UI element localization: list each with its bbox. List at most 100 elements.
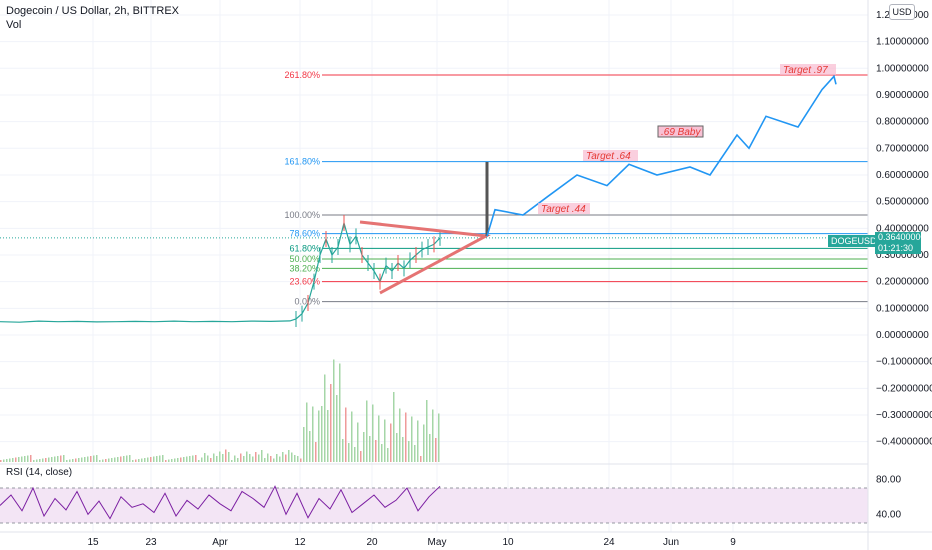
price-tick-label: 0.90000000: [876, 90, 929, 101]
volume-bar: [366, 400, 368, 462]
volume-bar: [120, 456, 122, 462]
volume-bar: [270, 456, 272, 462]
chart-grid: [0, 0, 868, 532]
price-tick-label: 0.80000000: [876, 117, 929, 128]
price-tick-label: 0.00000000: [876, 330, 929, 341]
volume-bar: [297, 456, 299, 462]
price-tick-label: 0.20000000: [876, 277, 929, 288]
currency-button[interactable]: USD: [889, 4, 915, 20]
volume-bar: [123, 456, 125, 462]
volume-bar: [408, 441, 410, 462]
volume-bar: [333, 359, 335, 462]
volume-bar: [291, 452, 293, 462]
volume-bar: [201, 457, 203, 462]
volume-bar: [219, 451, 221, 462]
symbol-badge: DOGEUSD: [828, 235, 880, 247]
volume-bar: [246, 451, 248, 462]
volume-bar: [0, 460, 2, 462]
price-tick-label: −0.30000000: [876, 410, 932, 421]
volume-bar: [51, 457, 53, 462]
rsi-series: [0, 485, 868, 524]
volume-bar: [405, 412, 407, 462]
volume-bar: [351, 411, 353, 462]
volume-bar: [276, 454, 278, 462]
volume-bar: [285, 454, 287, 462]
volume-bar: [342, 439, 344, 462]
volume-bar: [6, 459, 8, 462]
volume-bar: [381, 444, 383, 462]
volume-bar: [183, 457, 185, 462]
volume-bar: [312, 406, 314, 462]
volume-bars: [0, 359, 440, 462]
volume-bar: [66, 460, 68, 462]
price-tick-label: 1.00000000: [876, 63, 929, 74]
volume-bar: [249, 454, 251, 462]
volume-bar: [102, 459, 104, 462]
volume-bar: [324, 374, 326, 462]
volume-bar: [240, 453, 242, 462]
rsi-label: RSI (14, close): [6, 467, 73, 478]
annotation-label: Target .44: [541, 204, 586, 215]
drawing-layer: Target .44 Target .64 .69 Baby Target .97: [359, 64, 837, 295]
annotation-bg: [583, 150, 638, 161]
price-tick-label: 1.10000000: [876, 37, 929, 48]
time-tick-label: 23: [145, 537, 157, 548]
volume-bar: [150, 457, 152, 462]
volume-bar: [363, 432, 365, 462]
volume-bar: [225, 449, 227, 462]
volume-bar: [378, 415, 380, 462]
volume-bar: [135, 459, 137, 462]
annotation-bg: [657, 125, 704, 138]
volume-bar: [165, 460, 167, 462]
volume-bar: [372, 404, 374, 462]
fib-level-label: 38.20%: [289, 263, 320, 273]
volume-bar: [159, 455, 161, 462]
volume-bar: [402, 437, 404, 462]
volume-bar: [435, 438, 437, 462]
volume-bar: [432, 409, 434, 462]
time-tick-label: 10: [502, 537, 514, 548]
volume-bar: [45, 458, 47, 462]
volume-bar: [330, 384, 332, 462]
volume-bar: [288, 450, 290, 462]
volume-bar: [396, 433, 398, 462]
volume-bar: [369, 436, 371, 462]
volume-bar: [375, 440, 377, 462]
fib-level-label: 23.60%: [289, 277, 320, 287]
volume-bar: [207, 455, 209, 462]
volume-bar: [198, 460, 200, 462]
price-axis: 1.200000001.100000001.000000000.90000000…: [876, 10, 932, 520]
volume-bar: [423, 424, 425, 462]
volume-bar: [114, 457, 116, 462]
price-tick-label: 0.40000000: [876, 223, 929, 234]
volume-bar: [354, 447, 356, 462]
volume-bar: [186, 456, 188, 462]
volume-bar: [210, 458, 212, 462]
volume-bar: [177, 458, 179, 462]
rsi-tick-label: 80.00: [876, 474, 901, 485]
volume-bar: [153, 456, 155, 462]
volume-bar: [213, 453, 215, 462]
volume-bar: [393, 392, 395, 462]
time-tick-label: 12: [294, 537, 306, 548]
vol-label: Vol: [6, 19, 22, 31]
price-label: 0.36400000 01:21:30: [875, 232, 926, 254]
volume-bar: [108, 458, 110, 462]
volume-bar: [261, 450, 263, 462]
volume-bar: [99, 460, 101, 462]
volume-bar: [264, 458, 266, 462]
volume-bar: [243, 456, 245, 462]
time-tick-label: 15: [87, 537, 99, 548]
fib-level-label: 161.80%: [284, 157, 320, 167]
price-tick-label: −0.20000000: [876, 383, 932, 394]
fib-retracement: 0.00% 23.60% 38.20%50.00%61.80% 78.60% 100.0…: [0, 70, 868, 307]
volume-bar: [189, 456, 191, 462]
volume-bar: [90, 456, 92, 462]
annotation-label: Target .97: [783, 65, 828, 76]
volume-bar: [345, 407, 347, 462]
volume-bar: [63, 455, 65, 462]
volume-bar: [39, 459, 41, 462]
volume-bar: [252, 456, 254, 462]
volume-bar: [132, 460, 134, 462]
